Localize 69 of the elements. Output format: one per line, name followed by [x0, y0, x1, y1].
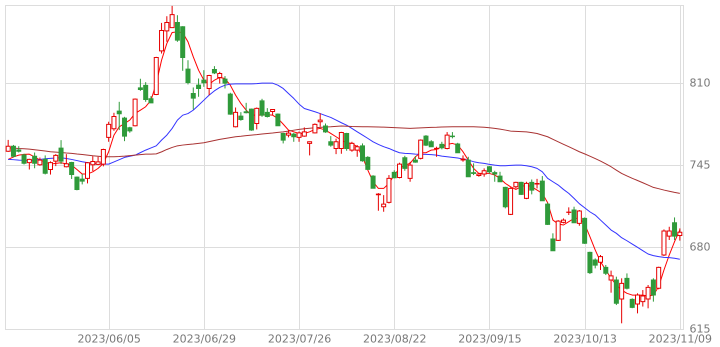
candlestick: [307, 140, 312, 156]
candlestick: [656, 266, 662, 290]
candlestick: [534, 178, 540, 189]
x-tick-label: 2023/06/05: [77, 332, 141, 346]
candlestick: [42, 154, 48, 175]
line-series: [8, 82, 680, 260]
candlestick: [312, 122, 318, 134]
candlestick: [402, 155, 408, 172]
candlestick: [650, 278, 656, 302]
candlestick: [222, 76, 228, 89]
candlestick: [217, 71, 222, 84]
candlestick: [397, 162, 402, 179]
candlestick: [576, 209, 582, 226]
candlestick: [455, 142, 460, 154]
candlestick: [498, 171, 503, 182]
candlestick: [64, 154, 69, 168]
candlestick: [381, 194, 386, 212]
candlestick: [624, 272, 630, 290]
candlestick: [206, 74, 212, 96]
candlestick: [408, 161, 413, 182]
candlestick: [672, 216, 678, 240]
candlestick: [254, 106, 260, 130]
candlestick: [58, 140, 64, 165]
candlestick: [572, 206, 577, 224]
candlestick: [603, 264, 608, 276]
candlestick: [228, 92, 233, 116]
x-tick-label: 2023/11/09: [648, 332, 712, 346]
y-tick-label: 680: [690, 240, 710, 254]
candlestick: [677, 228, 682, 242]
candlestick: [69, 161, 74, 180]
x-tick-label: 2023/07/26: [268, 332, 332, 346]
candlestick: [233, 106, 238, 128]
candlestick: [529, 178, 534, 195]
candlestick: [328, 136, 334, 148]
candlestick: [524, 181, 529, 200]
x-tick-label: 2023/10/13: [553, 332, 617, 346]
x-tick-label: 2023/06/29: [172, 332, 236, 346]
candlestick: [614, 276, 619, 306]
candlestick: [22, 153, 27, 165]
candlestick: [275, 112, 280, 127]
x-tick-label: 2023/09/15: [458, 332, 522, 346]
candlestick: [608, 270, 614, 294]
x-tick-label: 2023/08/22: [363, 332, 426, 346]
candlestick: [418, 138, 424, 160]
candlestick: [32, 152, 38, 169]
candlestick: [598, 254, 603, 270]
candlestick: [550, 232, 556, 252]
candlestick: [318, 112, 323, 128]
candlestick: [196, 78, 202, 98]
y-tick-label: 745: [690, 158, 710, 172]
candlestick: [370, 174, 376, 189]
candlestick: [48, 160, 53, 176]
candlestick: [376, 192, 381, 212]
candlestick: [344, 132, 350, 152]
candlestick: [444, 132, 450, 150]
candlestick: [190, 86, 196, 110]
candlestick: [619, 278, 624, 324]
candlestick: [6, 139, 11, 152]
candlestick: [502, 186, 508, 209]
candlestick: [53, 154, 58, 167]
candlestick: [185, 60, 190, 85]
candlestick: [322, 123, 328, 134]
candlestick: [518, 181, 524, 196]
candlestick: [201, 70, 206, 88]
candlestick: [545, 202, 550, 226]
y-tick-label: 810: [690, 76, 710, 90]
candlestick: [116, 101, 122, 131]
candlestick: [540, 176, 545, 202]
y-tick-label: 615: [690, 322, 710, 336]
